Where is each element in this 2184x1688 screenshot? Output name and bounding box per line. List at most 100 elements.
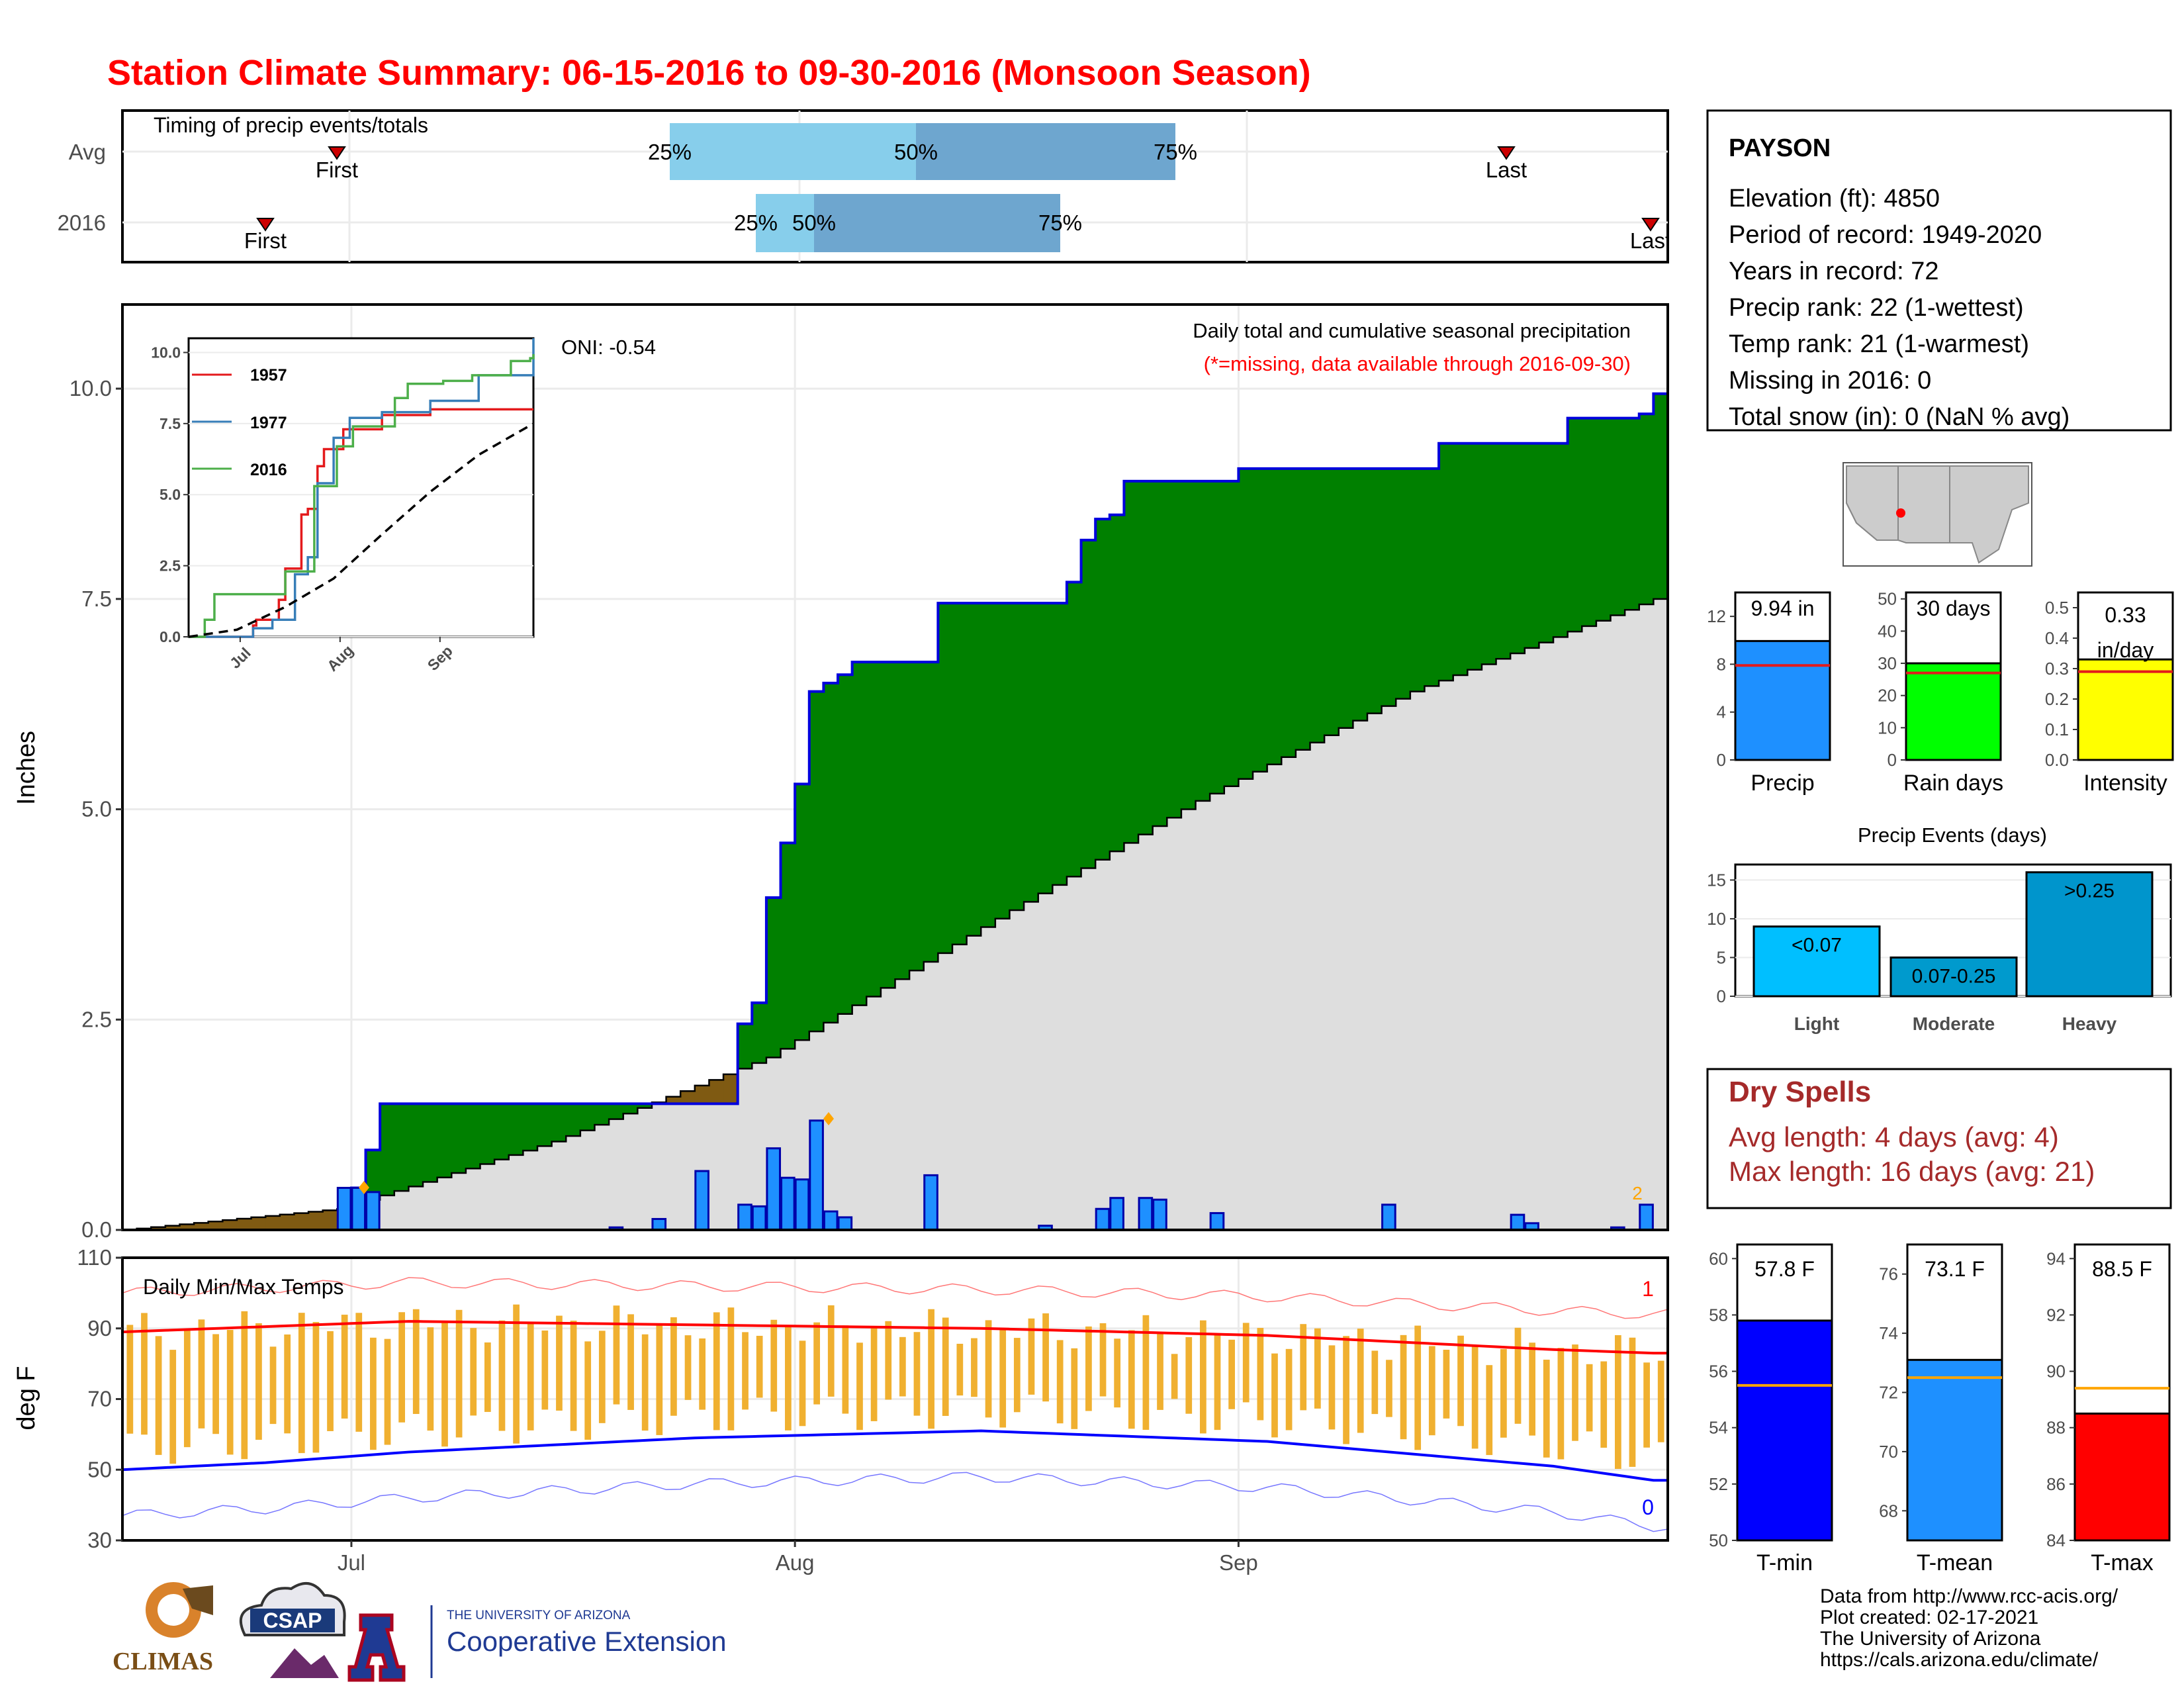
mini-ytick-label: 20	[1878, 686, 1897, 706]
surplus-block	[1095, 519, 1111, 860]
event-bar-Heavy	[2025, 871, 2154, 998]
daily-temp-bar	[999, 1329, 1007, 1428]
daily-temp-bar	[1486, 1365, 1493, 1456]
season-temp-bars: 50 52 54 56 58 60 57.8 F T-min 68 70 72 74 76 73.1 F T…	[1709, 1243, 2171, 1575]
mini-ytick-label: 10	[1878, 718, 1897, 737]
temp-ytick-label: 30	[87, 1528, 112, 1552]
daily-temp-bar	[1142, 1315, 1150, 1430]
surplus-block	[508, 1103, 523, 1155]
mini-label: Intensity	[2083, 771, 2167, 796]
surplus-block	[952, 603, 968, 945]
events-ytick-label: 0	[1717, 986, 1726, 1006]
daily-temp-bar	[613, 1305, 620, 1405]
temp-x-axis: Jul Aug Sep	[338, 1540, 1258, 1575]
temp-month-label: Jul	[338, 1550, 365, 1575]
event-bar-label: >0.25	[2064, 880, 2115, 902]
surplus-block	[1467, 443, 1482, 670]
page-title: Station Climate Summary: 06-15-2016 to 0…	[107, 53, 1311, 93]
surplus-block	[1353, 468, 1368, 721]
precip-ytick-label: 10.0	[69, 376, 112, 400]
surplus-block	[1625, 418, 1640, 610]
daily-temp-bar	[570, 1321, 577, 1431]
deficit-block	[151, 1227, 166, 1230]
daily-temp-bar	[928, 1309, 934, 1429]
temp-sum-value: 88.5 F	[2092, 1257, 2152, 1281]
credit-line: Data from http://www.rcc-acis.org/	[1820, 1585, 2118, 1607]
season-total-bars: 0 4 8 12 Precip 9.94 in 0 10 20 30 40 50 Rain days 30…	[1707, 589, 2174, 796]
surplus-block	[1381, 468, 1396, 706]
daily-temp-bar	[498, 1320, 506, 1431]
mini-value: 0.33	[2105, 603, 2146, 627]
daily-temp-bar	[1328, 1345, 1336, 1430]
surplus-block	[880, 662, 896, 988]
daily-temp-bar	[327, 1331, 334, 1431]
temp-sum-ytick-label: 90	[2046, 1362, 2066, 1382]
temp-sum-ytick-label: 84	[2046, 1530, 2066, 1550]
legend-1977: 1977	[250, 414, 287, 432]
surplus-block	[1396, 468, 1411, 699]
surplus-block	[637, 1103, 653, 1108]
surplus-block	[1481, 443, 1497, 665]
station-box: PAYSON Elevation (ft): 4850 Period of re…	[1706, 109, 2172, 432]
surplus-block	[1439, 443, 1454, 681]
daily-temp-bar	[1257, 1328, 1264, 1421]
mini-ytick-label: 0.2	[2045, 689, 2069, 709]
surplus-block	[1367, 468, 1383, 714]
dry-spells-box: Dry Spells Avg length: 4 days (avg: 4) M…	[1706, 1068, 2172, 1209]
daily-temp-bar	[1056, 1340, 1064, 1424]
mini-ytick-label: 8	[1717, 654, 1726, 674]
surplus-block	[1009, 603, 1024, 911]
dry-max: Max length: 16 days (avg: 21)	[1729, 1156, 2095, 1187]
csap-text: CSAP	[263, 1609, 322, 1632]
surplus-block	[1539, 443, 1554, 643]
daily-temp-bar	[1615, 1335, 1621, 1470]
daily-precip-bars	[336, 1119, 1654, 1231]
deficit-block	[179, 1224, 195, 1230]
daily-temp-bar	[1013, 1338, 1021, 1413]
event-category-label: Moderate	[1913, 1013, 1995, 1034]
daily-temp-bar	[1200, 1320, 1206, 1434]
daily-precip-bar	[751, 1205, 767, 1231]
daily-temp-bar	[398, 1312, 406, 1423]
last-label-2016: Last	[1630, 228, 1671, 253]
daily-temp-bar	[1185, 1336, 1193, 1414]
surplus-block	[465, 1103, 481, 1169]
temp-bar-T-mean	[1906, 1358, 2003, 1542]
daily-precip-bar	[809, 1119, 824, 1231]
daily-temp-bar	[470, 1328, 477, 1416]
timing-row-avg: Avg	[69, 140, 106, 164]
daily-temp-bar	[412, 1309, 420, 1415]
record-low-count: 0	[1642, 1495, 1654, 1519]
missing-note: (*=missing, data available through 2016-…	[1204, 352, 1631, 375]
daily-temp-bar	[799, 1340, 806, 1427]
deficit-block	[208, 1221, 223, 1230]
surplus-block	[1138, 481, 1154, 835]
dry-avg: Avg length: 4 days (avg: 4)	[1729, 1121, 2059, 1152]
daily-precip-bar	[1381, 1203, 1396, 1231]
daily-temp-bar	[1386, 1360, 1392, 1417]
daily-precip-bar	[823, 1210, 839, 1231]
temp-ytick-label: 90	[87, 1316, 112, 1340]
daily-precip-bar	[1152, 1198, 1167, 1231]
last-marker-avg	[1497, 146, 1516, 160]
temp-month-label: Aug	[776, 1550, 815, 1575]
daily-temp-bar	[312, 1322, 320, 1453]
daily-temp-bar	[370, 1337, 377, 1450]
precip-ytick-label: 7.5	[81, 586, 112, 611]
credit-line: The University of Arizona	[1820, 1628, 2041, 1650]
inset-ytick-label: 0.0	[159, 628, 181, 645]
daily-precip-bar	[766, 1147, 782, 1231]
surplus-block	[981, 603, 996, 927]
ua-line2: Cooperative Extension	[447, 1626, 727, 1657]
daily-temp-bar	[1629, 1337, 1636, 1467]
surplus-block	[1081, 539, 1096, 868]
inset-line-1977	[189, 338, 535, 638]
surplus-block	[494, 1103, 510, 1160]
mini-ytick-label: 0	[1888, 750, 1897, 770]
deficit-block	[666, 1096, 681, 1104]
daily-temp-bar	[670, 1317, 677, 1416]
surplus-block	[1653, 393, 1668, 599]
cumulative-2016-line	[122, 392, 1668, 1231]
daily-temp-bar	[1071, 1348, 1078, 1429]
